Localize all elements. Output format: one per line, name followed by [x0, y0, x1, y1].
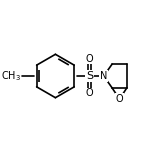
Text: O: O: [116, 94, 123, 104]
Text: CH$_3$: CH$_3$: [1, 69, 21, 83]
Text: O: O: [86, 88, 93, 98]
Text: S: S: [86, 71, 93, 81]
Text: N: N: [100, 71, 107, 81]
Text: O: O: [86, 54, 93, 64]
